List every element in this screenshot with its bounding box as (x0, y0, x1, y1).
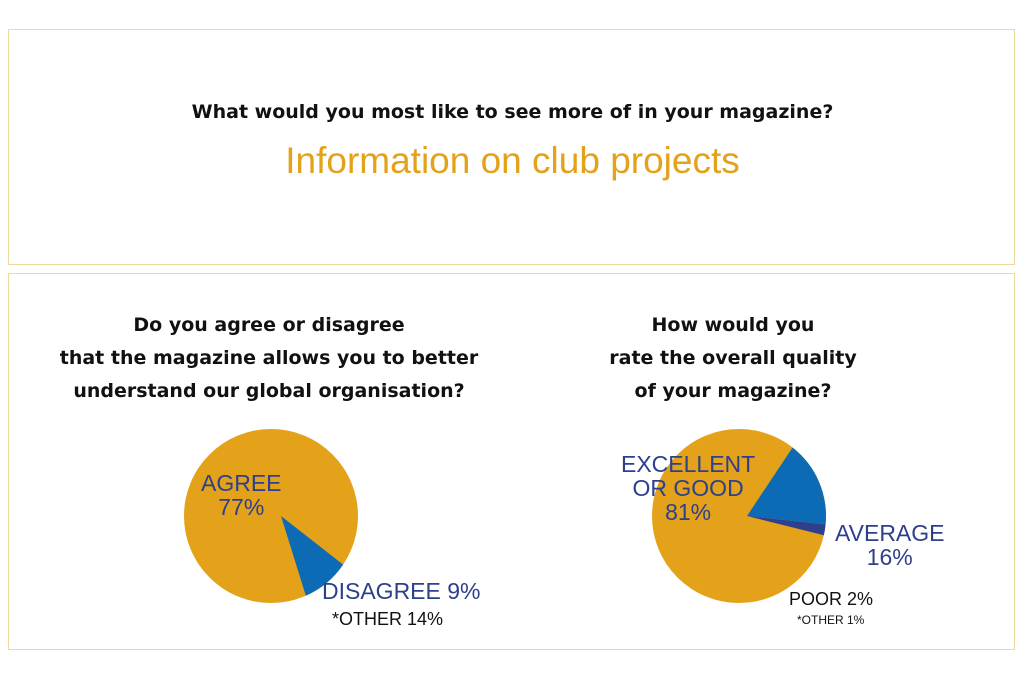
pie-slice-average (747, 447, 826, 525)
average-label-value: 16% (866, 544, 913, 570)
disagree-label-value: 9% (447, 578, 481, 604)
poor-label-name: POOR (789, 589, 843, 609)
chart-left-title-line: that the magazine allows you to better (59, 347, 479, 369)
right-other-note: *OTHER 1% (797, 613, 865, 627)
poor-label-value: 2% (847, 589, 874, 609)
chart-right-title-line: of your magazine? (634, 380, 832, 402)
excellent-label: EXCELLENT OR GOOD 81% (621, 452, 755, 524)
disagree-label: DISAGREE 9% (322, 579, 481, 603)
chart-right-title-line: How would you (651, 314, 815, 336)
pie-slice-disagree (281, 516, 344, 596)
pie-slice-poor (747, 516, 826, 536)
chart-left-title: Do you agree or disagree that the magazi… (19, 309, 519, 408)
average-label-name: AVERAGE (835, 520, 945, 546)
agree-label-name: AGREE (201, 470, 282, 496)
excellent-label-value: 81% (665, 499, 712, 525)
excellent-label-line: EXCELLENT (621, 451, 756, 477)
pie-chart-agree (184, 429, 358, 603)
pie-chart-quality (652, 429, 826, 603)
top-panel: What would you most like to see more of … (8, 29, 1015, 265)
bottom-panel: Do you agree or disagree that the magazi… (8, 273, 1015, 650)
chart-right-title-line: rate the overall quality (609, 347, 857, 369)
poor-label: POOR 2% (789, 589, 873, 610)
agree-label: AGREE 77% (201, 471, 282, 519)
top-question: What would you most like to see more of … (191, 101, 834, 123)
left-other-note: *OTHER 14% (332, 609, 444, 629)
excellent-label-line: OR GOOD (632, 475, 744, 501)
chart-right-title: How would you rate the overall quality o… (483, 309, 983, 408)
agree-label-value: 77% (218, 494, 265, 520)
disagree-label-name: DISAGREE (322, 578, 441, 604)
chart-left-title-line: Do you agree or disagree (133, 314, 405, 336)
chart-left-title-line: understand our global organisation? (73, 380, 465, 402)
average-label: AVERAGE 16% (835, 521, 945, 569)
top-answer: Information on club projects (285, 140, 740, 181)
